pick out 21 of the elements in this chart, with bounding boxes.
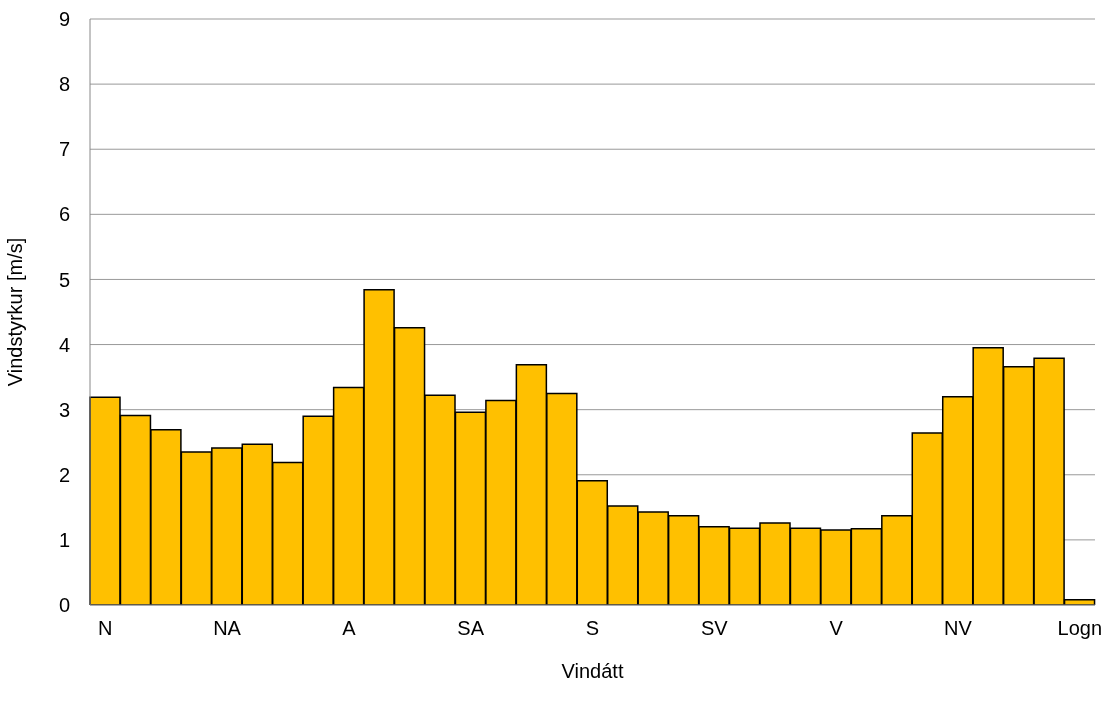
- y-tick-label: 3: [58, 398, 70, 421]
- y-tick-label: 1: [58, 528, 70, 551]
- y-tick-label: 6: [58, 203, 70, 226]
- x-tick-label: Logn: [1057, 617, 1103, 640]
- y-tick-label: 4: [58, 333, 70, 356]
- y-tick-label: 9: [58, 8, 70, 31]
- x-tick-label: NV: [944, 617, 973, 640]
- y-tick-label: 7: [58, 138, 70, 161]
- x-tick-label: S: [585, 617, 600, 640]
- x-tick-label: V: [829, 617, 844, 640]
- x-tick-label: NA: [213, 617, 242, 640]
- y-tick-label: 2: [58, 463, 70, 486]
- y-tick-label: 5: [58, 268, 70, 291]
- y-tick-label: 0: [58, 594, 70, 617]
- y-tick-label: 8: [58, 73, 70, 96]
- x-tick-label: N: [98, 617, 113, 640]
- x-axis-title: Vindátt: [561, 660, 624, 682]
- x-tick-label: SV: [700, 617, 729, 640]
- x-tick-label: A: [342, 617, 357, 640]
- x-tick-label: SA: [457, 617, 485, 640]
- y-axis-title: Vindstyrkur [m/s]: [4, 237, 27, 387]
